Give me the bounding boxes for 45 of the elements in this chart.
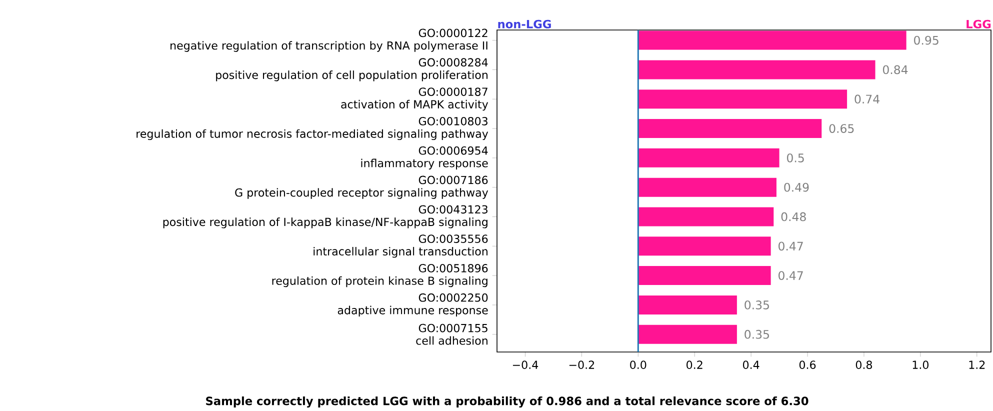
data-label: 0.35 [744,300,769,310]
bar [638,207,774,226]
x-tick-label: −0.4 [512,360,538,369]
bar [638,119,822,138]
bar [638,90,848,109]
x-tick-label: 1.2 [969,360,985,369]
y-tick-label: GO:0007155 cell adhesion [416,324,488,345]
bar [638,236,771,256]
text: non-LGG [498,20,551,28]
y-tick-label: GO:0000187 activation of MAPK activity [341,88,488,111]
y-tick-label: GO:0043123 positive regulation of I-kappaB kinase/NF-kappaB signaling [163,205,488,228]
bar [638,324,737,344]
x-tick-label: 0.4 [742,360,760,369]
text: Sample correctly predicted LGG with a probability of 0.986 and a total relevance score of 6.30 [206,396,808,408]
x-tick-label: 1.0 [912,360,928,369]
y-tick-label: GO:0051896 regulation of protein kinase B signaling [272,264,488,288]
x-tick-label: −0.2 [569,360,594,369]
x-tick-label: 0.2 [686,360,702,369]
data-label: 0.48 [781,212,806,222]
bar [638,295,737,314]
data-label: 0.47 [778,271,803,280]
data-label: 0.5 [786,153,804,162]
y-tick-label: GO:0006954 inflammatory response [361,146,488,170]
y-tick-label: GO:0008284 positive regulation of cell population proliferation [216,58,488,82]
data-label: 0.47 [778,242,803,251]
data-label: 0.74 [854,94,880,104]
y-tick-label: GO:0000122 negative regulation of transcription by RNA polymerase II [170,28,488,52]
data-label: 0.95 [914,36,938,45]
data-label: 0.84 [882,65,908,74]
x-tick-label: 0.6 [799,360,816,369]
text: LGG [966,20,991,28]
bar [638,60,876,80]
bar [638,178,776,197]
data-label: 0.49 [784,182,809,192]
data-label: 0.65 [829,124,854,133]
y-tick-label: GO:0035556 intracellular signal transduction [314,234,488,258]
y-tick-label: GO:0002250 adaptive immune response [338,293,488,316]
data-label: 0.35 [744,330,769,339]
bar [638,148,780,168]
y-tick-label: GO:0010803 regulation of tumor necrosis factor-mediated signaling pathway [136,116,488,140]
x-tick-label: 0.8 [856,360,872,369]
x-tick-label: 0.0 [630,360,646,369]
bar [638,266,771,286]
y-tick-label: GO:0007186 G protein-coupled receptor signaling pathway [235,176,488,199]
bar [638,30,906,50]
